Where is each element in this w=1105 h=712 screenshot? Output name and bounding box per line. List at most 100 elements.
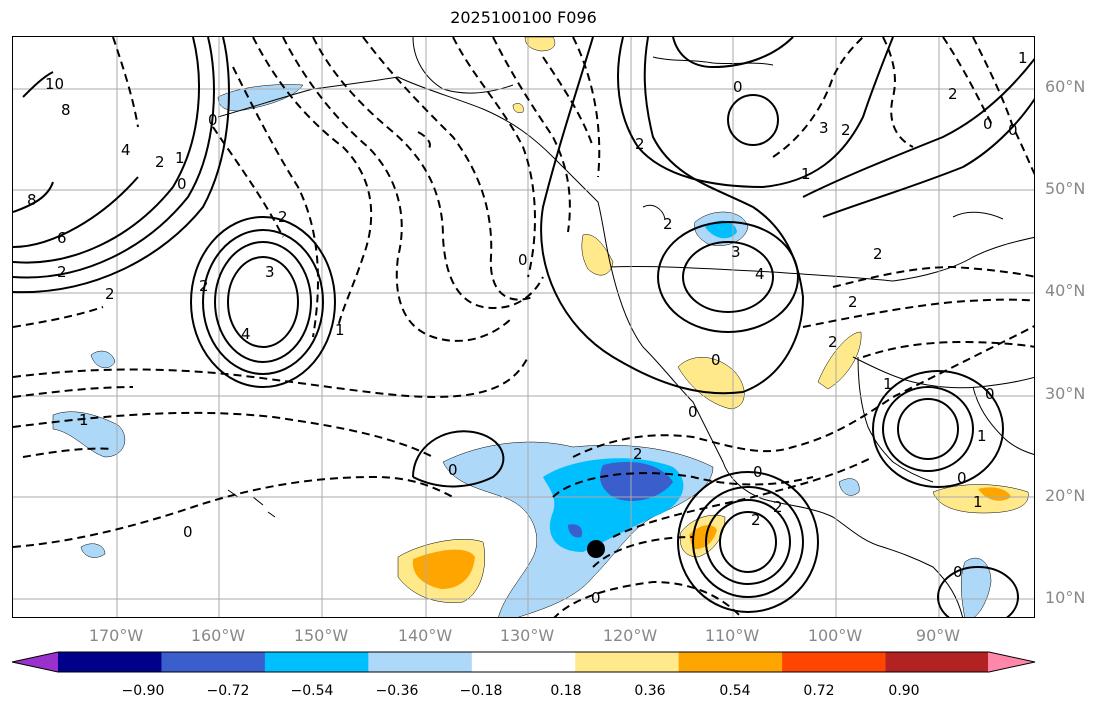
negative-anomaly-region [961, 557, 992, 617]
positive-anomaly-region [689, 525, 717, 550]
contour-label: 2 [848, 293, 858, 311]
contour-label: 0 [985, 385, 995, 403]
contour-label: 3 [731, 243, 741, 261]
colorbar-tick-label: −0.18 [459, 683, 503, 699]
contour-label: 2 [155, 153, 165, 171]
contour-label: 10 [45, 75, 64, 93]
negative-anomaly-region [838, 478, 860, 496]
contour-label: 8 [27, 191, 37, 209]
contour-label: 2 [199, 277, 209, 295]
latitude-label: 30°N [1045, 384, 1086, 403]
grid-lines [13, 37, 1034, 617]
colorbar-tick-label: 0.90 [888, 683, 920, 699]
positive-anomaly-region [512, 103, 524, 113]
contour-label: 2 [828, 333, 838, 351]
colorbar-segments [11, 651, 1036, 673]
shaded-fields [52, 37, 1029, 617]
colorbar-tick-label: −0.72 [206, 683, 250, 699]
colorbar-segment [264, 652, 369, 672]
contour-label: 2 [873, 245, 883, 263]
longitude-label: 140°W [397, 626, 453, 645]
colorbar-extend-low [12, 652, 59, 672]
contour-label: 1 [79, 411, 89, 429]
contour-label: 1 [335, 321, 345, 339]
colorbar-tick-label: 0.54 [719, 683, 751, 699]
contour-label-group: 10 8 0 2 1 4 8 6 2 2 3 4 2 1 2 0 0 2 3 4… [27, 49, 1028, 607]
latitude-label: 10°N [1045, 588, 1086, 607]
contour-label: 2 [633, 445, 643, 463]
colorbar-segment [678, 652, 783, 672]
contour-label: 6 [57, 229, 67, 247]
colorbar-segment [471, 652, 576, 672]
longitude-label: 130°W [499, 626, 555, 645]
contour-label: 0 [957, 469, 967, 487]
contour-label: 0 [208, 111, 218, 129]
latitude-label: 20°N [1045, 486, 1086, 505]
contour-label: 3 [819, 119, 829, 137]
contour-label: 2 [105, 285, 115, 303]
positive-anomaly-region [524, 37, 556, 52]
colorbar [11, 651, 1036, 673]
colorbar-segment [58, 652, 162, 672]
latitude-label: 50°N [1045, 179, 1086, 198]
contour-label: 2 [57, 263, 67, 281]
negative-anomaly-region [52, 411, 126, 458]
contour-label: 4 [121, 141, 131, 159]
contour-label: 1 [883, 375, 893, 393]
colorbar-extend-high [988, 652, 1035, 672]
positive-contours [13, 37, 1034, 617]
contour-label: 0 [183, 523, 193, 541]
colorbar-tick-label: −0.36 [375, 683, 419, 699]
contour-label: 1 [973, 493, 983, 511]
contour-label: 2 [751, 511, 761, 529]
negative-anomaly-region [90, 350, 116, 369]
contour-label: 2 [635, 135, 645, 153]
longitude-label: 110°W [704, 626, 760, 645]
negative-anomaly-region [705, 220, 737, 239]
colorbar-tick-label: −0.90 [121, 683, 165, 699]
contour-label: 8 [61, 101, 71, 119]
negative-anomaly-region [80, 543, 106, 558]
map-plot: 10 8 0 2 1 4 8 6 2 2 3 4 2 1 2 0 0 2 3 4… [13, 37, 1034, 617]
longitude-label: 120°W [602, 626, 658, 645]
negative-anomaly-region [217, 84, 304, 112]
longitude-label: 90°W [915, 626, 961, 645]
latitude-label: 60°N [1045, 77, 1086, 96]
positive-anomaly-region [412, 549, 475, 589]
contour-label: 2 [663, 215, 673, 233]
contour-label: 1 [801, 165, 811, 183]
longitude-label: 170°W [88, 626, 144, 645]
map-title: 2025100100 F096 [450, 8, 597, 27]
contour-label: 0 [448, 461, 458, 479]
colorbar-tick-label: 0.72 [803, 683, 835, 699]
contour-label: 0 [1008, 121, 1018, 139]
contour-label: 2 [948, 85, 958, 103]
contour-label: 0 [983, 115, 993, 133]
contour-label: 0 [953, 563, 963, 581]
longitude-label: 150°W [293, 626, 349, 645]
latitude-label: 40°N [1045, 281, 1086, 300]
longitude-label: 160°W [190, 626, 246, 645]
map-panel: 10 8 0 2 1 4 8 6 2 2 3 4 2 1 2 0 0 2 3 4… [12, 36, 1035, 618]
colorbar-outline [11, 651, 1036, 673]
colorbar-tick-label: −0.54 [290, 683, 334, 699]
contour-label: 4 [755, 265, 765, 283]
colorbar-tick-label: 0.36 [634, 683, 666, 699]
longitude-label: 100°W [807, 626, 863, 645]
contour-label: 1 [175, 149, 185, 167]
negative-contours [13, 37, 1034, 617]
colorbar-tick-label: 0.18 [550, 683, 582, 699]
contour-label: 0 [177, 175, 187, 193]
contour-label: 2 [841, 121, 851, 139]
positive-anomaly-region [581, 234, 614, 276]
colorbar-segment [575, 652, 680, 672]
contour-label: 1 [1018, 49, 1028, 67]
negative-anomaly-region [568, 524, 583, 538]
contour-label: 0 [518, 251, 528, 269]
contour-label: 2 [773, 498, 783, 516]
contour-label: 1 [977, 427, 987, 445]
colorbar-segment [161, 652, 266, 672]
contour-label: 4 [241, 325, 251, 343]
contour-label: 0 [733, 78, 743, 96]
storm-position-marker [587, 540, 605, 558]
